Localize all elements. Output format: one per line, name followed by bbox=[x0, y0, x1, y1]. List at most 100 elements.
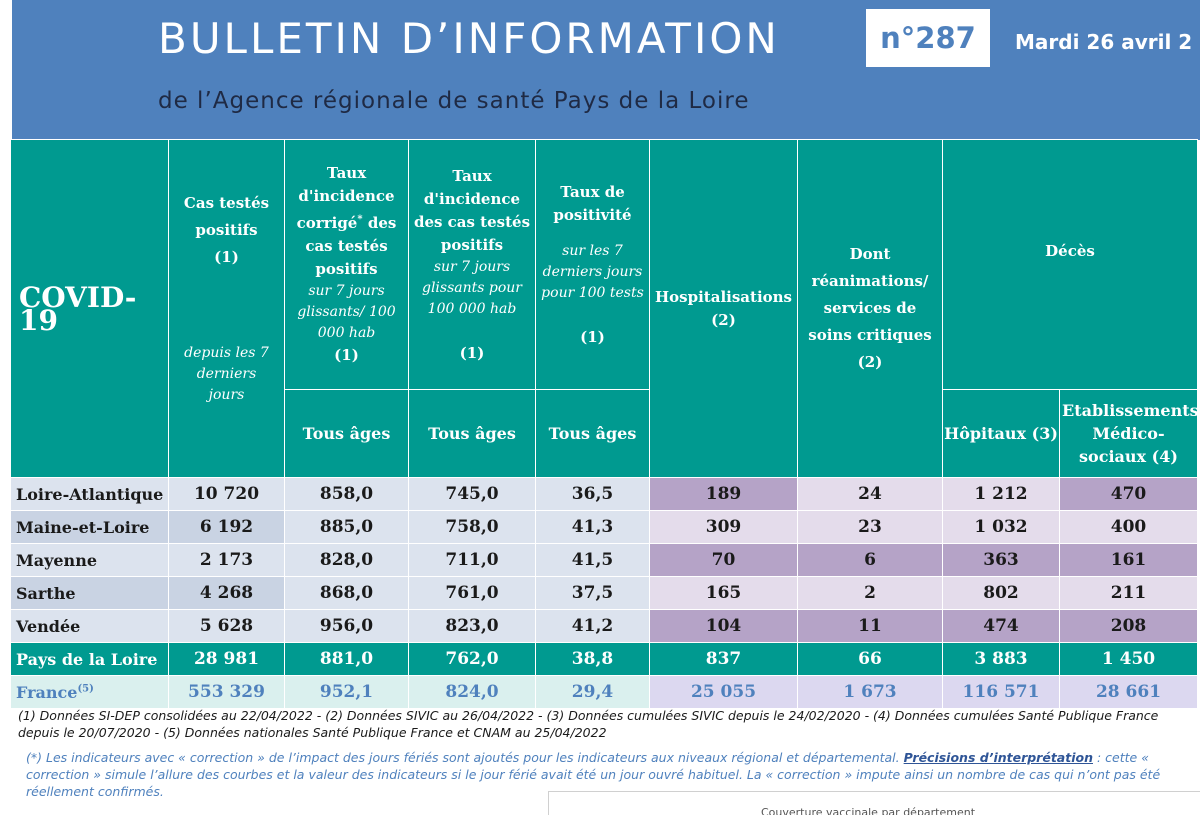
correction-text-a: (*) Les indicateurs avec « correction » … bbox=[26, 750, 900, 765]
covid-header: COVID-19 bbox=[10, 139, 169, 478]
tous-ages-2: Tous âges bbox=[408, 389, 536, 478]
deces-hopitaux-value: 116 571 bbox=[942, 675, 1060, 709]
rea-value: 23 bbox=[797, 510, 943, 544]
rea-value: 24 bbox=[797, 477, 943, 511]
taux-incidence-value: 824,0 bbox=[408, 675, 536, 709]
header-hopitaux: Hôpitaux (3) bbox=[942, 389, 1060, 478]
cas-ref: (1) bbox=[214, 248, 239, 266]
row-name: Mayenne bbox=[10, 543, 169, 577]
precisions-link[interactable]: Précisions d’interprétation bbox=[903, 750, 1093, 765]
taux-incidence-value: 761,0 bbox=[408, 576, 536, 610]
taux-incidence-value: 711,0 bbox=[408, 543, 536, 577]
covid-indicators-table: COVID-19 Cas testés positifs (1) depuis … bbox=[10, 139, 1198, 709]
cas-value: 553 329 bbox=[168, 675, 285, 709]
deces-hopitaux-value: 1 212 bbox=[942, 477, 1060, 511]
header-cas-testes: Cas testés positifs (1) depuis les 7 der… bbox=[168, 139, 285, 478]
france-row: France(5) 553 329 952,1 824,0 29,4 25 05… bbox=[10, 675, 1198, 709]
deces-hopitaux-value: 474 bbox=[942, 609, 1060, 643]
deces-ems-value: 1 450 bbox=[1059, 642, 1198, 676]
region-row: Pays de la Loire 28 981 881,0 762,0 38,8… bbox=[10, 642, 1198, 676]
bulletin-title: BULLETIN D’INFORMATION bbox=[158, 14, 780, 63]
taux-corrige-value: 868,0 bbox=[284, 576, 409, 610]
deces-ems-value: 161 bbox=[1059, 543, 1198, 577]
star-marker: * bbox=[357, 214, 363, 225]
deces-hopitaux-value: 802 bbox=[942, 576, 1060, 610]
taux-incidence-ref: (1) bbox=[459, 343, 485, 362]
vaccination-panel-title: Couverture vaccinale par département bbox=[761, 806, 976, 815]
taux-positivite-value: 41,3 bbox=[535, 510, 650, 544]
taux-positivite-value: 41,5 bbox=[535, 543, 650, 577]
taux-positivite-value: 41,2 bbox=[535, 609, 650, 643]
taux-incidence-title: Taux d'incidence des cas testés positifs bbox=[413, 166, 531, 254]
correction-footnote: (*) Les indicateurs avec « correction » … bbox=[26, 749, 1191, 800]
region-name: Pays de la Loire bbox=[10, 642, 169, 676]
rea-title: Dont réanimations/ services de soins cri… bbox=[808, 245, 932, 344]
deces-ems-value: 28 661 bbox=[1059, 675, 1198, 709]
taux-positivite-note: sur les 7 derniers jours pour 100 tests bbox=[541, 242, 644, 301]
table-row: Sarthe 4 268 868,0 761,0 37,5 165 2 802 … bbox=[10, 576, 1198, 610]
france-name: France(5) bbox=[10, 675, 169, 709]
bulletin-date: Mardi 26 avril 2 bbox=[1015, 30, 1193, 54]
rea-value: 11 bbox=[797, 609, 943, 643]
taux-corrige-value: 956,0 bbox=[284, 609, 409, 643]
taux-positivite-value: 29,4 bbox=[535, 675, 650, 709]
correction-text-b: : cette « correction » simule l’allure d… bbox=[26, 750, 1161, 799]
row-name: Maine-et-Loire bbox=[10, 510, 169, 544]
bulletin-subtitle: de l’Agence régionale de santé Pays de l… bbox=[158, 88, 750, 114]
taux-corrige-value: 881,0 bbox=[284, 642, 409, 676]
tous-ages-1: Tous âges bbox=[284, 389, 409, 478]
cas-value: 28 981 bbox=[168, 642, 285, 676]
hosp-value: 309 bbox=[649, 510, 798, 544]
taux-incidence-value: 823,0 bbox=[408, 609, 536, 643]
taux-positivite-ref: (1) bbox=[580, 327, 605, 346]
header-deces: Décès bbox=[942, 139, 1198, 390]
header-etablissements: Etablissements Médico-sociaux (4) bbox=[1059, 389, 1198, 478]
hosp-value: 104 bbox=[649, 609, 798, 643]
tous-ages-3: Tous âges bbox=[535, 389, 650, 478]
taux-corrige-value: 828,0 bbox=[284, 543, 409, 577]
taux-positivite-title: Taux de positivité bbox=[553, 182, 632, 224]
taux-corrige-value: 885,0 bbox=[284, 510, 409, 544]
deces-ems-value: 208 bbox=[1059, 609, 1198, 643]
rea-ref: (2) bbox=[857, 353, 883, 371]
taux-incidence-value: 745,0 bbox=[408, 477, 536, 511]
table-row: Maine-et-Loire 6 192 885,0 758,0 41,3 30… bbox=[10, 510, 1198, 544]
hosp-value: 189 bbox=[649, 477, 798, 511]
rea-value: 66 bbox=[797, 642, 943, 676]
table-row: Loire-Atlantique 10 720 858,0 745,0 36,5… bbox=[10, 477, 1198, 511]
cas-value: 10 720 bbox=[168, 477, 285, 511]
header-hospitalisations: Hospitalisations (2) bbox=[649, 139, 798, 478]
taux-corrige-note: sur 7 jours glissants/ 100 000 hab bbox=[297, 283, 396, 341]
deces-hopitaux-value: 3 883 bbox=[942, 642, 1060, 676]
hosp-value: 70 bbox=[649, 543, 798, 577]
header-taux-positivite: Taux de positivité sur les 7 derniers jo… bbox=[535, 139, 650, 390]
france-label: France bbox=[16, 682, 78, 702]
sources-footnote: (1) Données SI-DEP consolidées au 22/04/… bbox=[18, 708, 1159, 740]
deces-hopitaux-value: 1 032 bbox=[942, 510, 1060, 544]
cas-value: 6 192 bbox=[168, 510, 285, 544]
deces-ems-value: 470 bbox=[1059, 477, 1198, 511]
taux-corrige-title-b: des cas testés positifs bbox=[305, 214, 397, 278]
row-name: Sarthe bbox=[10, 576, 169, 610]
taux-incidence-note: sur 7 jours glissants pour 100 000 hab bbox=[421, 258, 522, 317]
hosp-value: 837 bbox=[649, 642, 798, 676]
taux-positivite-value: 36,5 bbox=[535, 477, 650, 511]
taux-corrige-ref: (1) bbox=[334, 346, 359, 364]
hosp-title: Hospitalisations bbox=[655, 287, 792, 306]
france-sup: (5) bbox=[77, 683, 94, 695]
table-row: Vendée 5 628 956,0 823,0 41,2 104 11 474… bbox=[10, 609, 1198, 643]
issue-number: n°287 bbox=[866, 9, 990, 67]
row-name: Vendée bbox=[10, 609, 169, 643]
cas-value: 2 173 bbox=[168, 543, 285, 577]
header-taux-corrige: Taux d'incidence corrigé* des cas testés… bbox=[284, 139, 409, 390]
deces-ems-value: 400 bbox=[1059, 510, 1198, 544]
taux-positivite-value: 38,8 bbox=[535, 642, 650, 676]
rea-value: 2 bbox=[797, 576, 943, 610]
taux-corrige-value: 858,0 bbox=[284, 477, 409, 511]
cas-value: 4 268 bbox=[168, 576, 285, 610]
taux-positivite-value: 37,5 bbox=[535, 576, 650, 610]
bulletin-banner: BULLETIN D’INFORMATION n°287 Mardi 26 av… bbox=[12, 0, 1200, 140]
header-reanimations: Dont réanimations/ services de soins cri… bbox=[797, 139, 943, 478]
deces-hopitaux-value: 363 bbox=[942, 543, 1060, 577]
deces-ems-value: 211 bbox=[1059, 576, 1198, 610]
